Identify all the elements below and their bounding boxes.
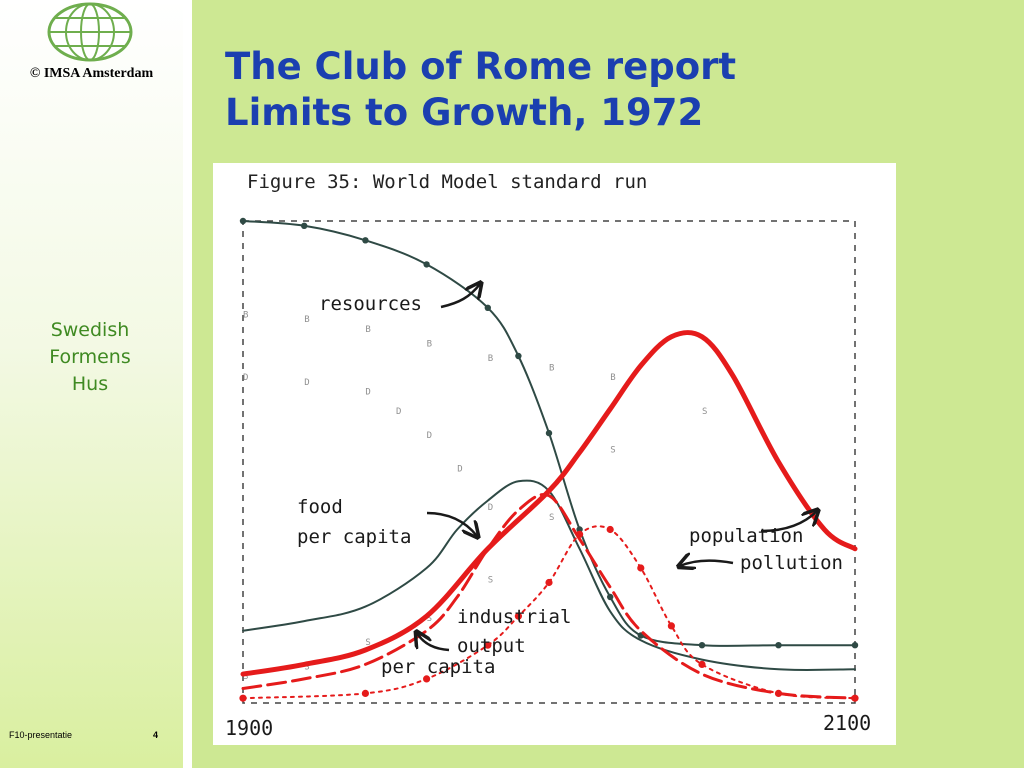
symbol-point-b: B bbox=[488, 354, 493, 364]
series-layer bbox=[239, 217, 859, 702]
symbol-point-s: S bbox=[304, 662, 309, 672]
org-name-line: Formens bbox=[49, 346, 131, 368]
symbol-point-d: D bbox=[427, 431, 432, 441]
series-point-resources bbox=[239, 217, 247, 225]
symbol-point-d: D bbox=[488, 503, 493, 513]
chart-title: Figure 35: World Model standard run bbox=[247, 171, 647, 193]
series-point-resources bbox=[362, 237, 369, 244]
arrow-food bbox=[426, 511, 477, 536]
slide-title-line: The Club of Rome report bbox=[225, 45, 737, 88]
series-point-pollution bbox=[774, 689, 783, 698]
arrow-industrial bbox=[417, 633, 450, 652]
arrow-pollution bbox=[680, 561, 734, 566]
symbol-point-b: B bbox=[243, 310, 248, 320]
footer-label: F10-presentatie bbox=[9, 730, 73, 740]
series-point-pollution bbox=[239, 694, 247, 702]
copyright-text: © IMSA Amsterdam bbox=[29, 66, 154, 81]
sidebar: © IMSA Amsterdam Swedish Formens Hus F10… bbox=[0, 0, 192, 768]
series-point-resources bbox=[775, 642, 782, 649]
series-point-pollution bbox=[545, 578, 553, 587]
annotation-layer: resources food per capita industrial out… bbox=[297, 284, 843, 678]
org-name-line: Hus bbox=[71, 373, 109, 395]
series-point-resources bbox=[545, 429, 553, 437]
symbol-point-b: B bbox=[549, 363, 554, 373]
symbol-point-d: D bbox=[457, 465, 462, 475]
label-industrial-line1: industrial bbox=[457, 606, 571, 628]
symbol-point-b: B bbox=[427, 339, 432, 349]
series-point-pollution bbox=[698, 660, 706, 668]
symbol-point-d: D bbox=[304, 378, 309, 388]
symbol-point-b: B bbox=[304, 315, 309, 325]
symbol-point-s: S bbox=[488, 576, 493, 586]
org-name: Swedish Formens Hus bbox=[0, 317, 180, 398]
symbol-point-d: D bbox=[396, 407, 401, 417]
slide-number: 4 bbox=[153, 730, 159, 740]
series-point-resources bbox=[851, 642, 859, 649]
symbol-point-s: S bbox=[702, 407, 707, 417]
slide-title-line: Limits to Growth, 1972 bbox=[225, 91, 704, 134]
series-line-food-per-capita bbox=[242, 479, 856, 672]
arrow-resources bbox=[440, 284, 480, 309]
series-point-pollution bbox=[423, 675, 431, 683]
x-tick-end: 2100 bbox=[823, 711, 871, 735]
label-food-line2: per capita bbox=[297, 526, 411, 548]
series-point-pollution bbox=[484, 641, 492, 649]
series-line-population bbox=[240, 330, 858, 677]
label-industrial-line2: output bbox=[457, 635, 526, 657]
symbol-series-layer: B B B B B B B D D D D D D D S S S S S S S S bbox=[243, 310, 707, 682]
org-name-line: Swedish bbox=[50, 319, 130, 341]
series-point-pollution bbox=[667, 622, 675, 630]
symbol-point-b: B bbox=[610, 373, 615, 383]
label-resources: resources bbox=[319, 293, 422, 315]
series-point-pollution bbox=[576, 530, 584, 538]
x-tick-start: 1900 bbox=[225, 716, 273, 740]
symbol-point-s: S bbox=[243, 672, 248, 682]
slide-title: The Club of Rome report Limits to Growth… bbox=[225, 44, 1005, 136]
symbol-point-s: S bbox=[427, 614, 432, 624]
series-point-pollution bbox=[851, 694, 859, 702]
series-point-pollution bbox=[514, 612, 522, 620]
symbol-point-d: D bbox=[365, 388, 370, 398]
series-point-resources bbox=[698, 642, 706, 649]
series-point-resources bbox=[515, 352, 522, 360]
series-point-resources bbox=[301, 222, 308, 229]
symbol-point-b: B bbox=[365, 325, 370, 335]
symbol-point-s: S bbox=[365, 638, 370, 648]
arrow-population bbox=[760, 511, 817, 533]
globe-icon bbox=[47, 2, 133, 62]
series-point-resources bbox=[423, 261, 430, 268]
symbol-point-s: S bbox=[549, 513, 554, 523]
series-point-pollution bbox=[606, 525, 614, 534]
series-point-resources bbox=[607, 593, 614, 601]
symbol-point-d: D bbox=[243, 373, 248, 383]
label-industrial-line3: per capita bbox=[381, 656, 495, 678]
series-point-pollution bbox=[361, 689, 369, 698]
series-point-pollution bbox=[637, 564, 645, 572]
symbol-point-s: S bbox=[610, 445, 615, 455]
series-line-industrial-output-per-capita bbox=[241, 493, 857, 700]
world-model-chart: Figure 35: World Model standard run B BBB… bbox=[225, 171, 871, 740]
series-point-resources bbox=[484, 304, 491, 311]
label-pollution: pollution bbox=[740, 552, 843, 574]
plot-frame bbox=[242, 220, 856, 704]
label-food-line1: food bbox=[297, 496, 343, 518]
